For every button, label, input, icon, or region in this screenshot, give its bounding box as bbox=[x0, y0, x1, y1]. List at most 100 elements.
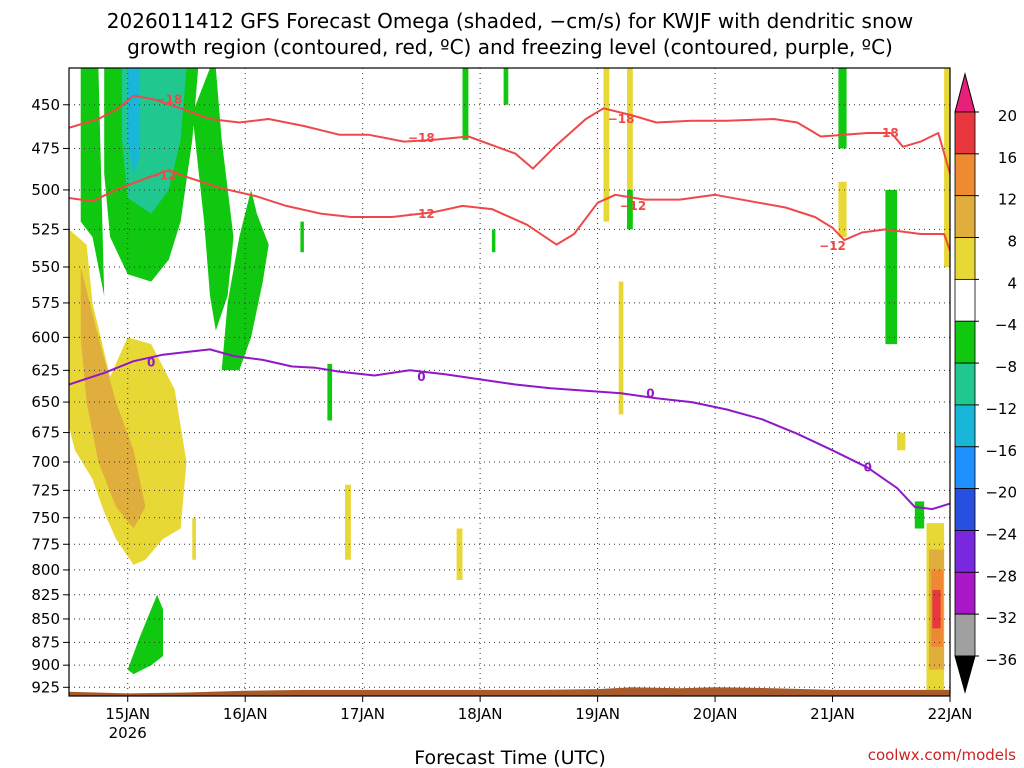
y-tick-label-575: 575 bbox=[31, 294, 60, 312]
omega-region-23 bbox=[456, 528, 463, 580]
colorbar-label-2: 12 bbox=[998, 191, 1017, 209]
omega-region-30 bbox=[491, 229, 496, 253]
colorbar-label-7: −12 bbox=[985, 400, 1017, 418]
omega-region-22 bbox=[345, 484, 351, 560]
omega-region-28 bbox=[627, 189, 633, 230]
x-tick-label-5: 20JAN bbox=[693, 705, 738, 723]
colorbar-label-11: −28 bbox=[985, 567, 1017, 585]
omega-region-10 bbox=[885, 189, 898, 345]
contour-label-0-0: −18 bbox=[155, 92, 182, 106]
colorbar-bin-1 bbox=[954, 153, 976, 197]
y-tick-label-600: 600 bbox=[31, 328, 60, 346]
y-tick-label-725: 725 bbox=[31, 481, 60, 499]
x-axis-title: Forecast Time (UTC) bbox=[414, 747, 605, 768]
colorbar-bin-8 bbox=[954, 446, 976, 490]
colorbar-label-5: −4 bbox=[995, 316, 1017, 334]
omega-region-9 bbox=[838, 68, 847, 149]
colorbar-label-12: −32 bbox=[985, 609, 1017, 627]
omega-region-3 bbox=[127, 68, 140, 174]
contour-label-1-0: −12 bbox=[150, 168, 177, 182]
colorbar-bin-4 bbox=[954, 278, 976, 322]
omega-region-24 bbox=[192, 517, 196, 560]
colorbar-bin-5 bbox=[954, 320, 976, 364]
x-tick-label-2: 17JAN bbox=[340, 705, 385, 723]
colorbar-bin-10 bbox=[954, 530, 976, 573]
contour-label-1-2: −12 bbox=[619, 199, 646, 213]
y-tick-label-700: 700 bbox=[31, 453, 60, 471]
credit-text: coolwx.com/models bbox=[868, 746, 1016, 764]
omega-region-7 bbox=[69, 229, 187, 565]
omega-region-20 bbox=[618, 281, 624, 415]
y-tick-label-800: 800 bbox=[31, 561, 60, 579]
y-tick-label-675: 675 bbox=[31, 424, 60, 442]
contour-label-0-3: −18 bbox=[872, 126, 899, 140]
omega-region-12 bbox=[944, 68, 950, 267]
colorbar-bin-3 bbox=[954, 237, 976, 280]
y-tick-label-450: 450 bbox=[31, 96, 60, 114]
omega-region-25 bbox=[327, 363, 333, 421]
omega-region-0 bbox=[80, 68, 105, 296]
x-tick-label-0: 15JAN bbox=[105, 705, 150, 723]
grid bbox=[69, 68, 951, 696]
contour-label-1-1: −12 bbox=[408, 207, 435, 221]
y-tick-label-750: 750 bbox=[31, 509, 60, 527]
omega-region-16 bbox=[932, 589, 941, 629]
colorbar-bin-9 bbox=[954, 488, 976, 531]
colorbar-label-13: −36 bbox=[985, 651, 1017, 669]
contour-label-2-0: 0 bbox=[147, 356, 155, 370]
x-tick-label-4: 19JAN bbox=[575, 705, 620, 723]
x-tick-label-3: 18JAN bbox=[458, 705, 503, 723]
colorbar-top-arrow bbox=[954, 72, 976, 113]
y-tick-label-875: 875 bbox=[31, 633, 60, 651]
x-tick-sublabel-0: 2026 bbox=[109, 724, 147, 742]
colorbar-bin-2 bbox=[954, 195, 976, 238]
colorbar-label-1: 16 bbox=[998, 149, 1017, 167]
colorbar-label-3: 8 bbox=[1007, 233, 1017, 251]
omega-region-4 bbox=[192, 68, 234, 331]
colorbar-bin-11 bbox=[954, 571, 976, 615]
colorbar-label-10: −24 bbox=[985, 525, 1017, 543]
y-tick-label-850: 850 bbox=[31, 610, 60, 628]
colorbar-label-0: 20 bbox=[998, 107, 1017, 125]
temperature-contours: −18 −18 −18 −18 −12 −12 −12 −12 0 0 0 0 bbox=[69, 92, 950, 511]
x-tick-label-1: 16JAN bbox=[223, 705, 268, 723]
omega-region-11 bbox=[838, 181, 847, 237]
contour-line-0 bbox=[69, 94, 950, 177]
contour-line-2 bbox=[69, 348, 950, 511]
y-tick-label-500: 500 bbox=[31, 181, 60, 199]
chart-title-line-2: growth region (contoured, red, ºC) and f… bbox=[127, 35, 893, 59]
omega-region-27 bbox=[503, 68, 509, 105]
contour-label-2-1: 0 bbox=[417, 370, 425, 384]
omega-region-26 bbox=[462, 68, 469, 140]
omega-shading bbox=[69, 68, 950, 696]
contour-label-2-2: 0 bbox=[646, 386, 654, 400]
omega-region-19 bbox=[627, 68, 633, 222]
colorbar-bin-12 bbox=[954, 613, 976, 657]
omega-region-6 bbox=[127, 594, 163, 675]
colorbar: 20 16 12 8 4 −4 −8 −12 −16 −20 −24 −28 −32 −36 bbox=[954, 72, 1017, 694]
terrain-ground bbox=[69, 687, 950, 696]
colorbar-bin-7 bbox=[954, 404, 976, 448]
omega-region-17 bbox=[914, 501, 925, 529]
omega-region-8 bbox=[80, 267, 146, 529]
colorbar-label-4: 4 bbox=[1007, 274, 1017, 292]
y-tick-label-550: 550 bbox=[31, 258, 60, 276]
y-tick-label-825: 825 bbox=[31, 586, 60, 604]
colorbar-label-8: −16 bbox=[985, 442, 1017, 460]
colorbar-label-9: −20 bbox=[985, 484, 1017, 502]
contour-label-1-3: −12 bbox=[819, 239, 846, 253]
y-tick-label-900: 900 bbox=[31, 656, 60, 674]
chart-title-line-1: 2026011412 GFS Forecast Omega (shaded, −… bbox=[107, 9, 913, 33]
y-tick-label-650: 650 bbox=[31, 393, 60, 411]
omega-region-21 bbox=[897, 432, 906, 451]
contour-label-2-3: 0 bbox=[864, 461, 872, 475]
y-tick-label-775: 775 bbox=[31, 535, 60, 553]
x-tick-label-7: 22JAN bbox=[928, 705, 973, 723]
y-tick-label-625: 625 bbox=[31, 361, 60, 379]
omega-region-5 bbox=[221, 189, 269, 371]
y-tick-label-525: 525 bbox=[31, 220, 60, 238]
colorbar-bottom-arrow bbox=[954, 655, 976, 694]
colorbar-bin-6 bbox=[954, 362, 976, 406]
contour-line-1 bbox=[69, 169, 950, 254]
colorbar-bin-0 bbox=[954, 111, 976, 155]
